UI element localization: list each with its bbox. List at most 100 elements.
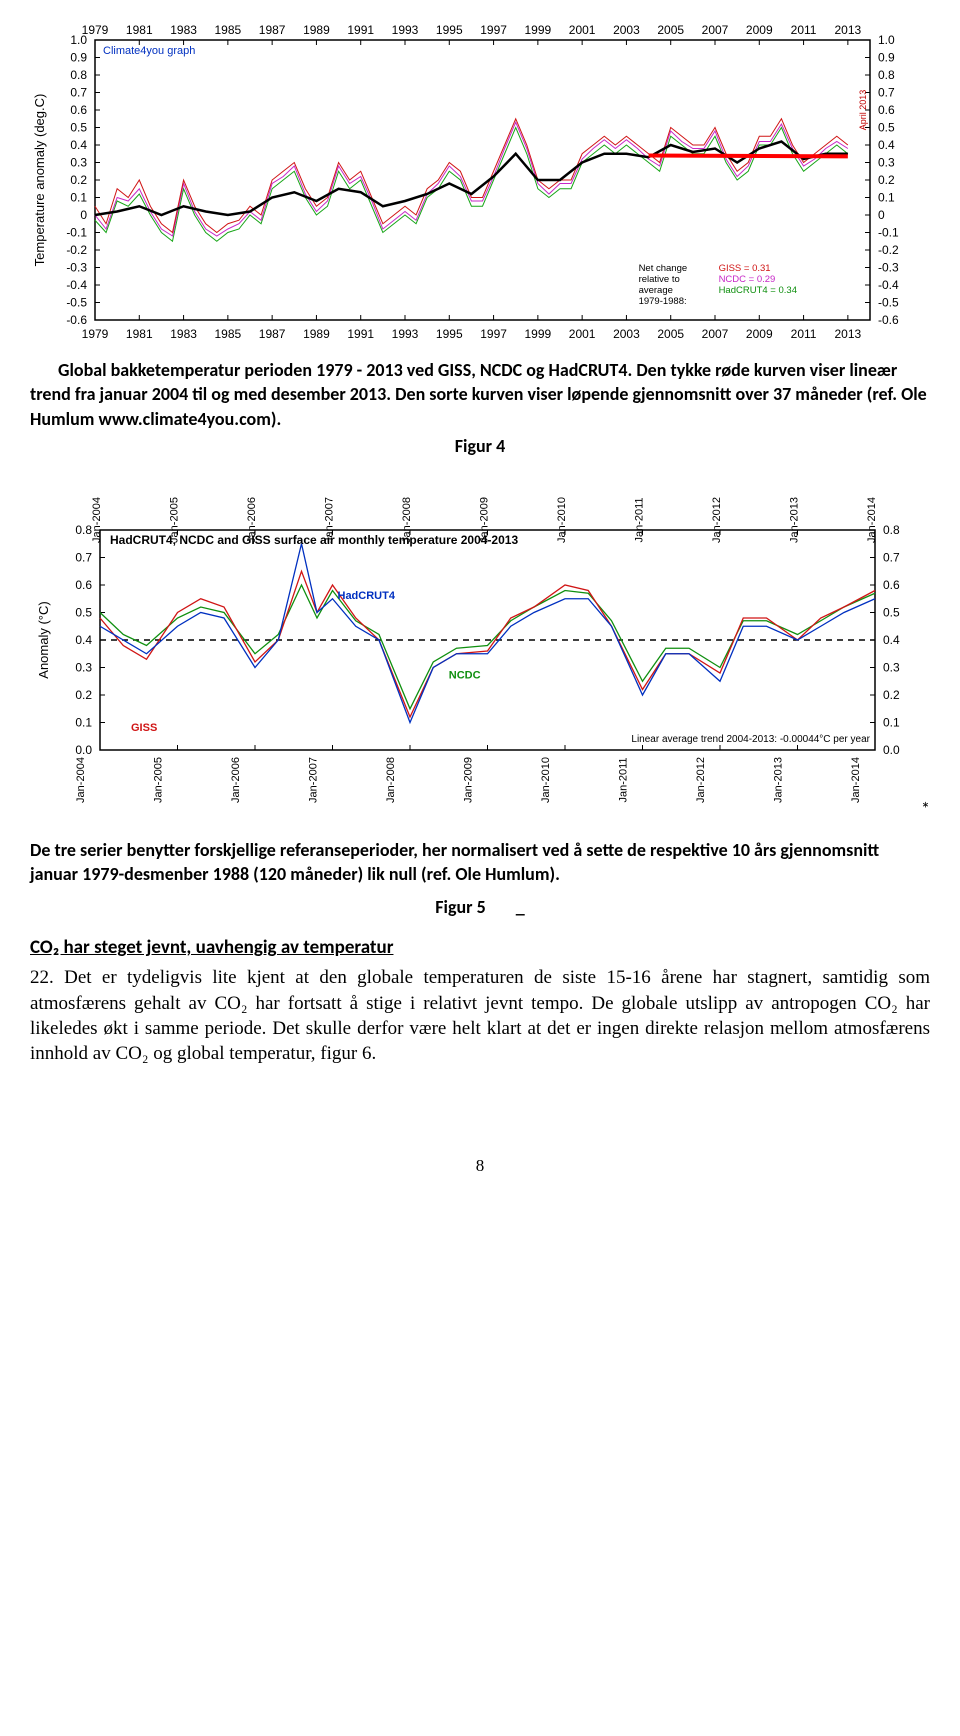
- svg-text:0.8: 0.8: [75, 523, 92, 537]
- figure5-label-row: Figur 5 _: [30, 896, 930, 918]
- svg-text:0: 0: [80, 208, 87, 222]
- svg-text:Jan-2011: Jan-2011: [634, 497, 646, 542]
- svg-text:-0.3: -0.3: [66, 261, 87, 275]
- caption-figure4: Global bakketemperatur perioden 1979 - 2…: [30, 358, 930, 431]
- svg-text:1991: 1991: [347, 23, 374, 37]
- svg-text:2013: 2013: [835, 23, 862, 37]
- svg-text:-0.5: -0.5: [66, 296, 87, 310]
- svg-text:0.4: 0.4: [883, 633, 900, 647]
- svg-text:0.7: 0.7: [70, 86, 87, 100]
- svg-text:HadCRUT4, NCDC and GISS surfac: HadCRUT4, NCDC and GISS surface air mont…: [110, 533, 518, 547]
- svg-text:Jan-2005: Jan-2005: [153, 757, 165, 803]
- svg-text:0: 0: [878, 208, 885, 222]
- svg-text:-0.2: -0.2: [878, 243, 899, 257]
- svg-text:2007: 2007: [702, 23, 729, 37]
- svg-text:Temperature anomaly (deg.C): Temperature anomaly (deg.C): [32, 94, 47, 267]
- svg-text:-0.6: -0.6: [66, 313, 87, 327]
- svg-text:NCDC = 0.29: NCDC = 0.29: [719, 274, 776, 285]
- svg-text:2003: 2003: [613, 327, 640, 341]
- svg-text:0.3: 0.3: [75, 660, 92, 674]
- svg-text:2007: 2007: [702, 327, 729, 341]
- svg-text:relative to: relative to: [639, 274, 680, 285]
- svg-text:Jan-2013: Jan-2013: [773, 757, 785, 803]
- svg-text:0.0: 0.0: [75, 743, 92, 757]
- figure5-label: Figur 5: [435, 896, 485, 918]
- svg-text:0.5: 0.5: [70, 121, 87, 135]
- svg-text:0.5: 0.5: [883, 605, 900, 619]
- svg-text:0.9: 0.9: [878, 51, 895, 65]
- svg-text:0.1: 0.1: [70, 191, 87, 205]
- svg-text:2001: 2001: [569, 23, 596, 37]
- svg-text:1981: 1981: [126, 23, 153, 37]
- svg-text:0.6: 0.6: [75, 578, 92, 592]
- chart1-container: 1979197919811981198319831985198519871987…: [30, 10, 930, 350]
- svg-text:-0.1: -0.1: [66, 226, 87, 240]
- svg-text:0.5: 0.5: [75, 605, 92, 619]
- svg-text:April 2013: April 2013: [858, 90, 868, 131]
- svg-text:1993: 1993: [392, 327, 419, 341]
- svg-text:-0.1: -0.1: [878, 226, 899, 240]
- svg-text:1999: 1999: [525, 23, 552, 37]
- svg-text:Jan-2014: Jan-2014: [866, 497, 878, 543]
- svg-text:2001: 2001: [569, 327, 596, 341]
- svg-text:1989: 1989: [303, 327, 330, 341]
- caption-figure5: De tre serier benytter forskjellige refe…: [30, 838, 930, 887]
- svg-text:Jan-2012: Jan-2012: [695, 757, 707, 803]
- svg-text:0.7: 0.7: [883, 550, 900, 564]
- svg-text:2003: 2003: [613, 23, 640, 37]
- svg-text:-0.4: -0.4: [878, 278, 899, 292]
- svg-text:1983: 1983: [170, 327, 197, 341]
- svg-text:Jan-2012: Jan-2012: [711, 497, 723, 543]
- svg-text:Jan-2004: Jan-2004: [75, 757, 87, 803]
- svg-text:-0.2: -0.2: [66, 243, 87, 257]
- svg-text:GISS = 0.31: GISS = 0.31: [719, 263, 771, 274]
- svg-text:0.2: 0.2: [878, 173, 895, 187]
- chart1-svg: 1979197919811981198319831985198519871987…: [30, 10, 930, 350]
- svg-text:1985: 1985: [215, 327, 242, 341]
- section-heading-co2: CO₂ har steget jevnt, uavhengig av tempe…: [30, 936, 930, 959]
- svg-text:GISS: GISS: [131, 722, 157, 734]
- svg-text:NCDC: NCDC: [449, 669, 481, 681]
- svg-text:Jan-2009: Jan-2009: [463, 757, 475, 803]
- svg-text:1979-1988:: 1979-1988:: [639, 296, 687, 307]
- svg-text:1.0: 1.0: [70, 33, 87, 47]
- paragraph-22: 22. Det er tydeligvis lite kjent at den …: [30, 965, 930, 1065]
- svg-text:0.3: 0.3: [878, 156, 895, 170]
- svg-text:0.6: 0.6: [883, 578, 900, 592]
- svg-text:0.6: 0.6: [70, 103, 87, 117]
- svg-text:-0.5: -0.5: [878, 296, 899, 310]
- svg-text:1983: 1983: [170, 23, 197, 37]
- svg-text:1997: 1997: [480, 327, 507, 341]
- svg-text:Jan-2010: Jan-2010: [540, 757, 552, 803]
- figure4-label: Figur 4: [30, 435, 930, 457]
- svg-text:0.6: 0.6: [878, 103, 895, 117]
- svg-text:Jan-2006: Jan-2006: [230, 757, 242, 803]
- chart2-svg: Jan-2004Jan-2004Jan-2005Jan-2005Jan-2006…: [30, 475, 930, 805]
- svg-text:2009: 2009: [746, 23, 773, 37]
- svg-text:HadCRUT4: HadCRUT4: [338, 590, 396, 602]
- svg-text:1995: 1995: [436, 23, 463, 37]
- figure5-underscore: _: [516, 896, 525, 918]
- svg-text:0.2: 0.2: [70, 173, 87, 187]
- svg-text:Jan-2008: Jan-2008: [385, 757, 397, 803]
- svg-text:0.4: 0.4: [878, 138, 895, 152]
- svg-text:Climate4you graph: Climate4you graph: [103, 45, 195, 57]
- svg-text:2009: 2009: [746, 327, 773, 341]
- page-number: 8: [30, 1156, 930, 1176]
- svg-text:Jan-2011: Jan-2011: [618, 757, 630, 802]
- svg-text:Linear average trend 2004-2013: Linear average trend 2004-2013: -0.00044…: [631, 734, 870, 745]
- svg-text:-0.4: -0.4: [66, 278, 87, 292]
- svg-text:1995: 1995: [436, 327, 463, 341]
- svg-text:2005: 2005: [657, 23, 684, 37]
- svg-text:1985: 1985: [215, 23, 242, 37]
- chart2-container: Jan-2004Jan-2004Jan-2005Jan-2005Jan-2006…: [30, 475, 930, 805]
- svg-text:0.4: 0.4: [70, 138, 87, 152]
- svg-text:2013: 2013: [835, 327, 862, 341]
- svg-text:2005: 2005: [657, 327, 684, 341]
- svg-text:0.7: 0.7: [878, 86, 895, 100]
- svg-text:0.1: 0.1: [883, 715, 900, 729]
- svg-text:0.7: 0.7: [75, 550, 92, 564]
- svg-text:Jan-2014: Jan-2014: [850, 757, 862, 803]
- svg-text:Net change: Net change: [639, 263, 688, 274]
- svg-text:1979: 1979: [82, 327, 109, 341]
